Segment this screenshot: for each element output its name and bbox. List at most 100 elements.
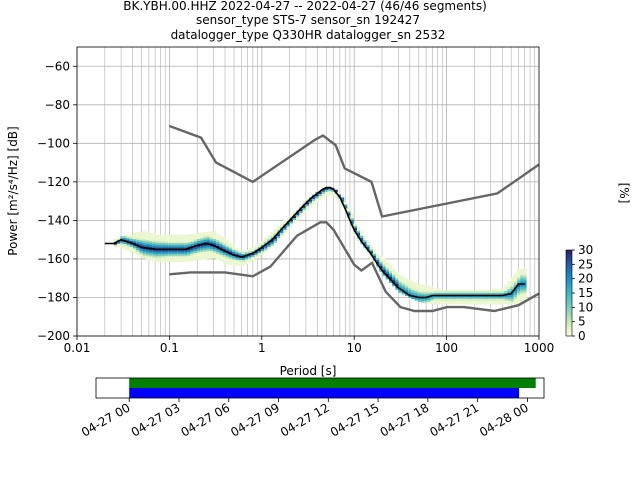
density-cell (337, 198, 341, 201)
density-cell (456, 292, 460, 295)
density-cell (516, 273, 521, 276)
density-cell (459, 298, 463, 301)
density-cell (417, 286, 421, 289)
density-cell (456, 302, 460, 305)
density-cell (318, 193, 322, 196)
density-cell (376, 261, 380, 264)
density-cell (132, 242, 137, 245)
density-cell (216, 234, 220, 237)
density-cell (129, 250, 133, 253)
density-cell (360, 231, 364, 234)
density-cell (123, 237, 127, 241)
density-cell (139, 252, 143, 256)
density-cell (132, 240, 137, 243)
x-axis-label: Period [s] (280, 364, 337, 378)
density-cell (158, 238, 162, 241)
density-cell (376, 257, 380, 261)
density-cell (196, 238, 201, 241)
density-cell (513, 294, 517, 297)
density-cell (158, 257, 162, 261)
grid (76, 47, 539, 337)
density-cell (331, 191, 335, 195)
density-cell (142, 232, 146, 236)
density-cell (168, 251, 172, 255)
density-cell (257, 250, 261, 254)
density-cell (222, 246, 226, 250)
density-cell (158, 246, 162, 249)
density-cell (395, 281, 399, 284)
density-cell (145, 249, 149, 252)
density-cell (366, 242, 370, 245)
density-cell (481, 296, 485, 299)
density-cell (366, 240, 370, 244)
density-cell (193, 239, 197, 242)
density-cell (187, 234, 191, 237)
density-cell (168, 234, 172, 238)
density-cell (299, 204, 303, 208)
density-cell (523, 269, 527, 273)
density-cell (392, 272, 396, 275)
density-cell (180, 253, 185, 257)
density-cell (523, 271, 527, 275)
density-cell (158, 236, 162, 239)
density-cell (161, 238, 165, 241)
density-cell (472, 302, 476, 305)
density-cell (504, 284, 508, 288)
density-cell (206, 256, 210, 260)
density-cell (408, 291, 412, 294)
density-cell (459, 296, 463, 299)
axis-ticks: 0.01 0.1 1 10 100 1000 −200 −180 −160 −140 −120 −10… (37, 59, 554, 355)
density-cell (449, 292, 453, 295)
density-cell (305, 205, 309, 209)
density-cell (424, 300, 428, 304)
density-cell (440, 292, 444, 295)
density-cell (510, 286, 514, 290)
x-tick-label: 0.01 (64, 341, 91, 355)
density-cell (513, 282, 517, 286)
density-cell (196, 240, 201, 243)
density-cell (481, 290, 485, 293)
density-cell (184, 238, 188, 241)
density-cell (168, 242, 172, 245)
density-cell (382, 266, 386, 269)
density-cell (369, 249, 373, 252)
density-cell (321, 191, 325, 194)
density-cell (216, 251, 220, 254)
density-cell (222, 244, 226, 248)
density-cell (523, 281, 527, 284)
density-cell (184, 250, 188, 253)
density-cell (219, 252, 223, 256)
density-cell (472, 296, 476, 299)
density-cell (209, 233, 213, 236)
density-cell (193, 240, 197, 244)
density-cell (504, 290, 508, 293)
density-cell (443, 302, 447, 305)
density-cell (430, 286, 434, 289)
density-cell (132, 244, 137, 247)
density-cell (484, 292, 489, 295)
density-cell (299, 214, 303, 217)
colorbar-tick-label: 20 (578, 272, 593, 286)
density-cell (180, 257, 185, 261)
density-cell (459, 290, 463, 293)
density-cell (436, 288, 441, 291)
density-cell (219, 249, 223, 252)
density-cell (216, 239, 220, 243)
density-cell (276, 233, 281, 237)
density-cell (520, 284, 524, 287)
density-cell (398, 284, 402, 288)
density-cell (120, 245, 124, 249)
density-cell (427, 297, 431, 300)
density-cell (171, 244, 175, 247)
density-cell (145, 235, 149, 239)
density-cell (267, 238, 271, 242)
density-cell (516, 292, 521, 295)
density-cell (148, 240, 153, 243)
density-cell (280, 232, 284, 235)
density-cell (433, 300, 437, 303)
density-cell (212, 240, 217, 243)
density-cell (120, 242, 124, 245)
density-cell (520, 297, 524, 301)
density-cell (430, 301, 434, 305)
density-cell (203, 247, 207, 250)
